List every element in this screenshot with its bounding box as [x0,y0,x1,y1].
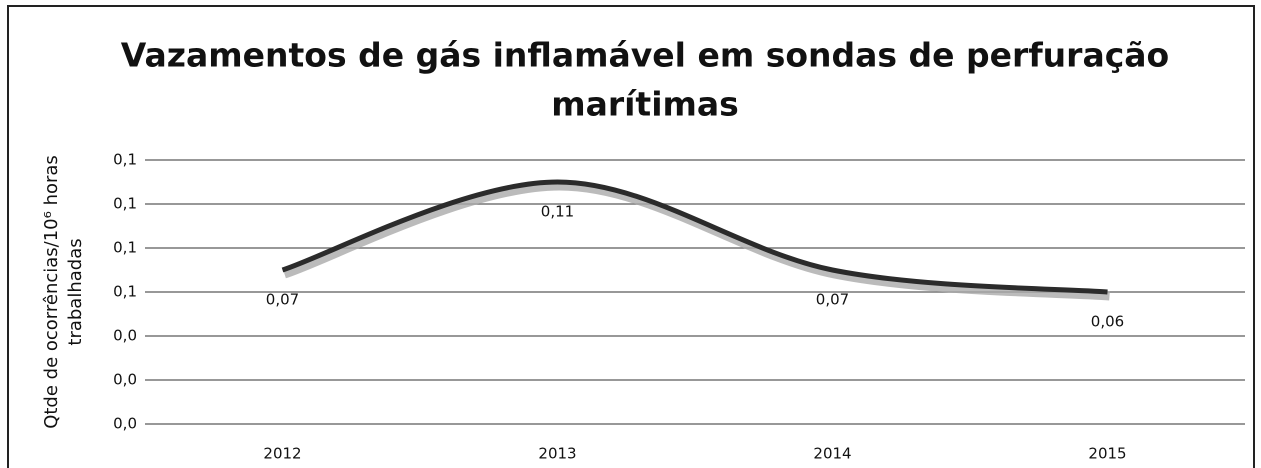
y-tick-label: 0,1 [113,239,137,257]
chart-title: Vazamentos de gás inflamável em sondas d… [121,36,1169,75]
y-tick-label: 0,0 [113,371,137,389]
x-tick-label: 2013 [538,445,576,463]
y-axis-title: Qtde de ocorrências/10⁶ horas trabalhada… [41,155,86,429]
line-shadow [283,181,1110,301]
chart-frame [7,5,1255,468]
data-label: 0,07 [266,291,299,309]
y-tick-label: 0,1 [113,283,137,301]
data-label: 0,07 [816,291,849,309]
data-label: 0,11 [541,203,574,221]
y-tick-label: 0,0 [113,327,137,345]
y-tick-label: 0,0 [113,415,137,433]
x-tick-label: 2014 [813,445,851,463]
chart-title: marítimas [551,85,739,124]
data-label: 0,06 [1091,313,1124,331]
y-axis-title-line: Qtde de ocorrências/10⁶ horas [41,155,62,429]
x-tick-label: 2012 [263,445,301,463]
x-tick-label: 2015 [1088,445,1126,463]
y-axis-title-line: trabalhadas [65,238,86,345]
y-tick-label: 0,1 [113,151,137,169]
line [281,179,1108,295]
y-tick-label: 0,1 [113,195,137,213]
